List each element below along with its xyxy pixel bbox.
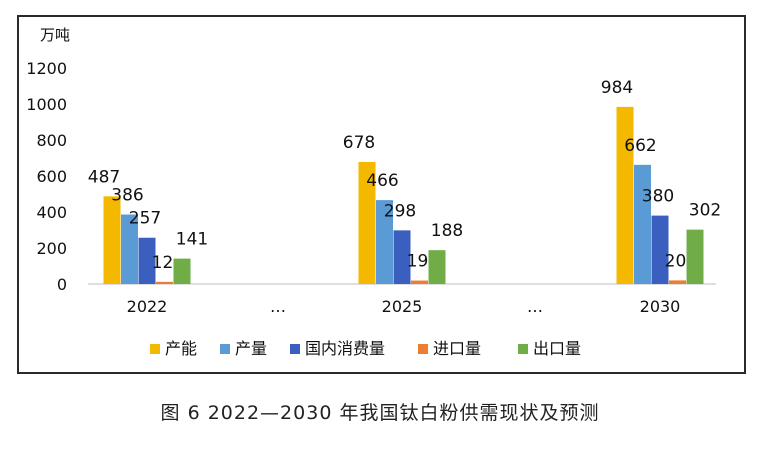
y-tick-label: 600 — [36, 167, 67, 186]
data-label: 188 — [431, 221, 463, 241]
bar — [376, 200, 393, 284]
x-tick-label: 2025 — [382, 297, 423, 316]
data-label: 298 — [384, 201, 416, 221]
bar — [103, 196, 121, 284]
data-label: 302 — [689, 201, 721, 221]
data-label: 386 — [111, 186, 143, 206]
y-tick-label: 800 — [36, 131, 67, 150]
legend-swatch — [518, 344, 528, 354]
data-label: 141 — [176, 230, 208, 250]
y-tick-label: 1000 — [26, 95, 67, 114]
bar — [156, 281, 173, 284]
data-label: 466 — [366, 171, 398, 191]
y-tick-label: 200 — [36, 239, 67, 258]
unit-label: 万吨 — [40, 26, 70, 44]
legend-label: 进口量 — [433, 339, 481, 358]
data-label: 20 — [665, 251, 687, 271]
x-ellipsis-label: … — [527, 297, 543, 316]
legend-swatch — [150, 344, 160, 354]
data-label: 678 — [343, 133, 375, 153]
data-label: 984 — [601, 78, 633, 98]
legend: 产能 产量 国内消费量 进口量 出口量 — [150, 339, 581, 358]
y-tick-label: 0 — [57, 275, 67, 294]
bar — [428, 250, 446, 284]
legend-label: 出口量 — [533, 339, 581, 358]
legend-swatch — [418, 344, 428, 354]
bar — [411, 280, 428, 284]
y-tick-label: 400 — [36, 203, 67, 222]
x-tick-labels: 2022 … 2025 … 2030 — [127, 297, 681, 316]
legend-label: 产能 — [165, 339, 197, 358]
data-label: 662 — [624, 136, 656, 156]
data-label: 19 — [407, 252, 429, 272]
x-tick-label: 2030 — [640, 297, 681, 316]
x-ellipsis-label: … — [270, 297, 286, 316]
bar — [616, 106, 634, 284]
data-label: 12 — [152, 253, 174, 273]
legend-label: 国内消费量 — [305, 339, 385, 358]
bar — [358, 161, 376, 284]
y-tick-labels: 0 200 400 600 800 1000 1200 — [26, 59, 67, 294]
bar — [669, 280, 686, 284]
bars-group — [103, 106, 704, 284]
data-label: 487 — [88, 167, 120, 187]
bar — [138, 237, 156, 284]
bar — [121, 214, 138, 284]
y-tick-label: 1200 — [26, 59, 67, 78]
legend-label: 产量 — [235, 339, 267, 358]
x-tick-label: 2022 — [127, 297, 168, 316]
bar — [634, 164, 651, 284]
data-label: 380 — [642, 187, 674, 207]
bar — [393, 230, 411, 284]
figure-caption: 图 6 2022—2030 年我国钛白粉供需现状及预测 — [160, 402, 600, 424]
legend-swatch — [220, 344, 230, 354]
legend-swatch — [290, 344, 300, 354]
data-label: 257 — [129, 209, 161, 229]
bar — [686, 229, 704, 284]
bar — [173, 258, 191, 284]
bar — [651, 215, 669, 284]
